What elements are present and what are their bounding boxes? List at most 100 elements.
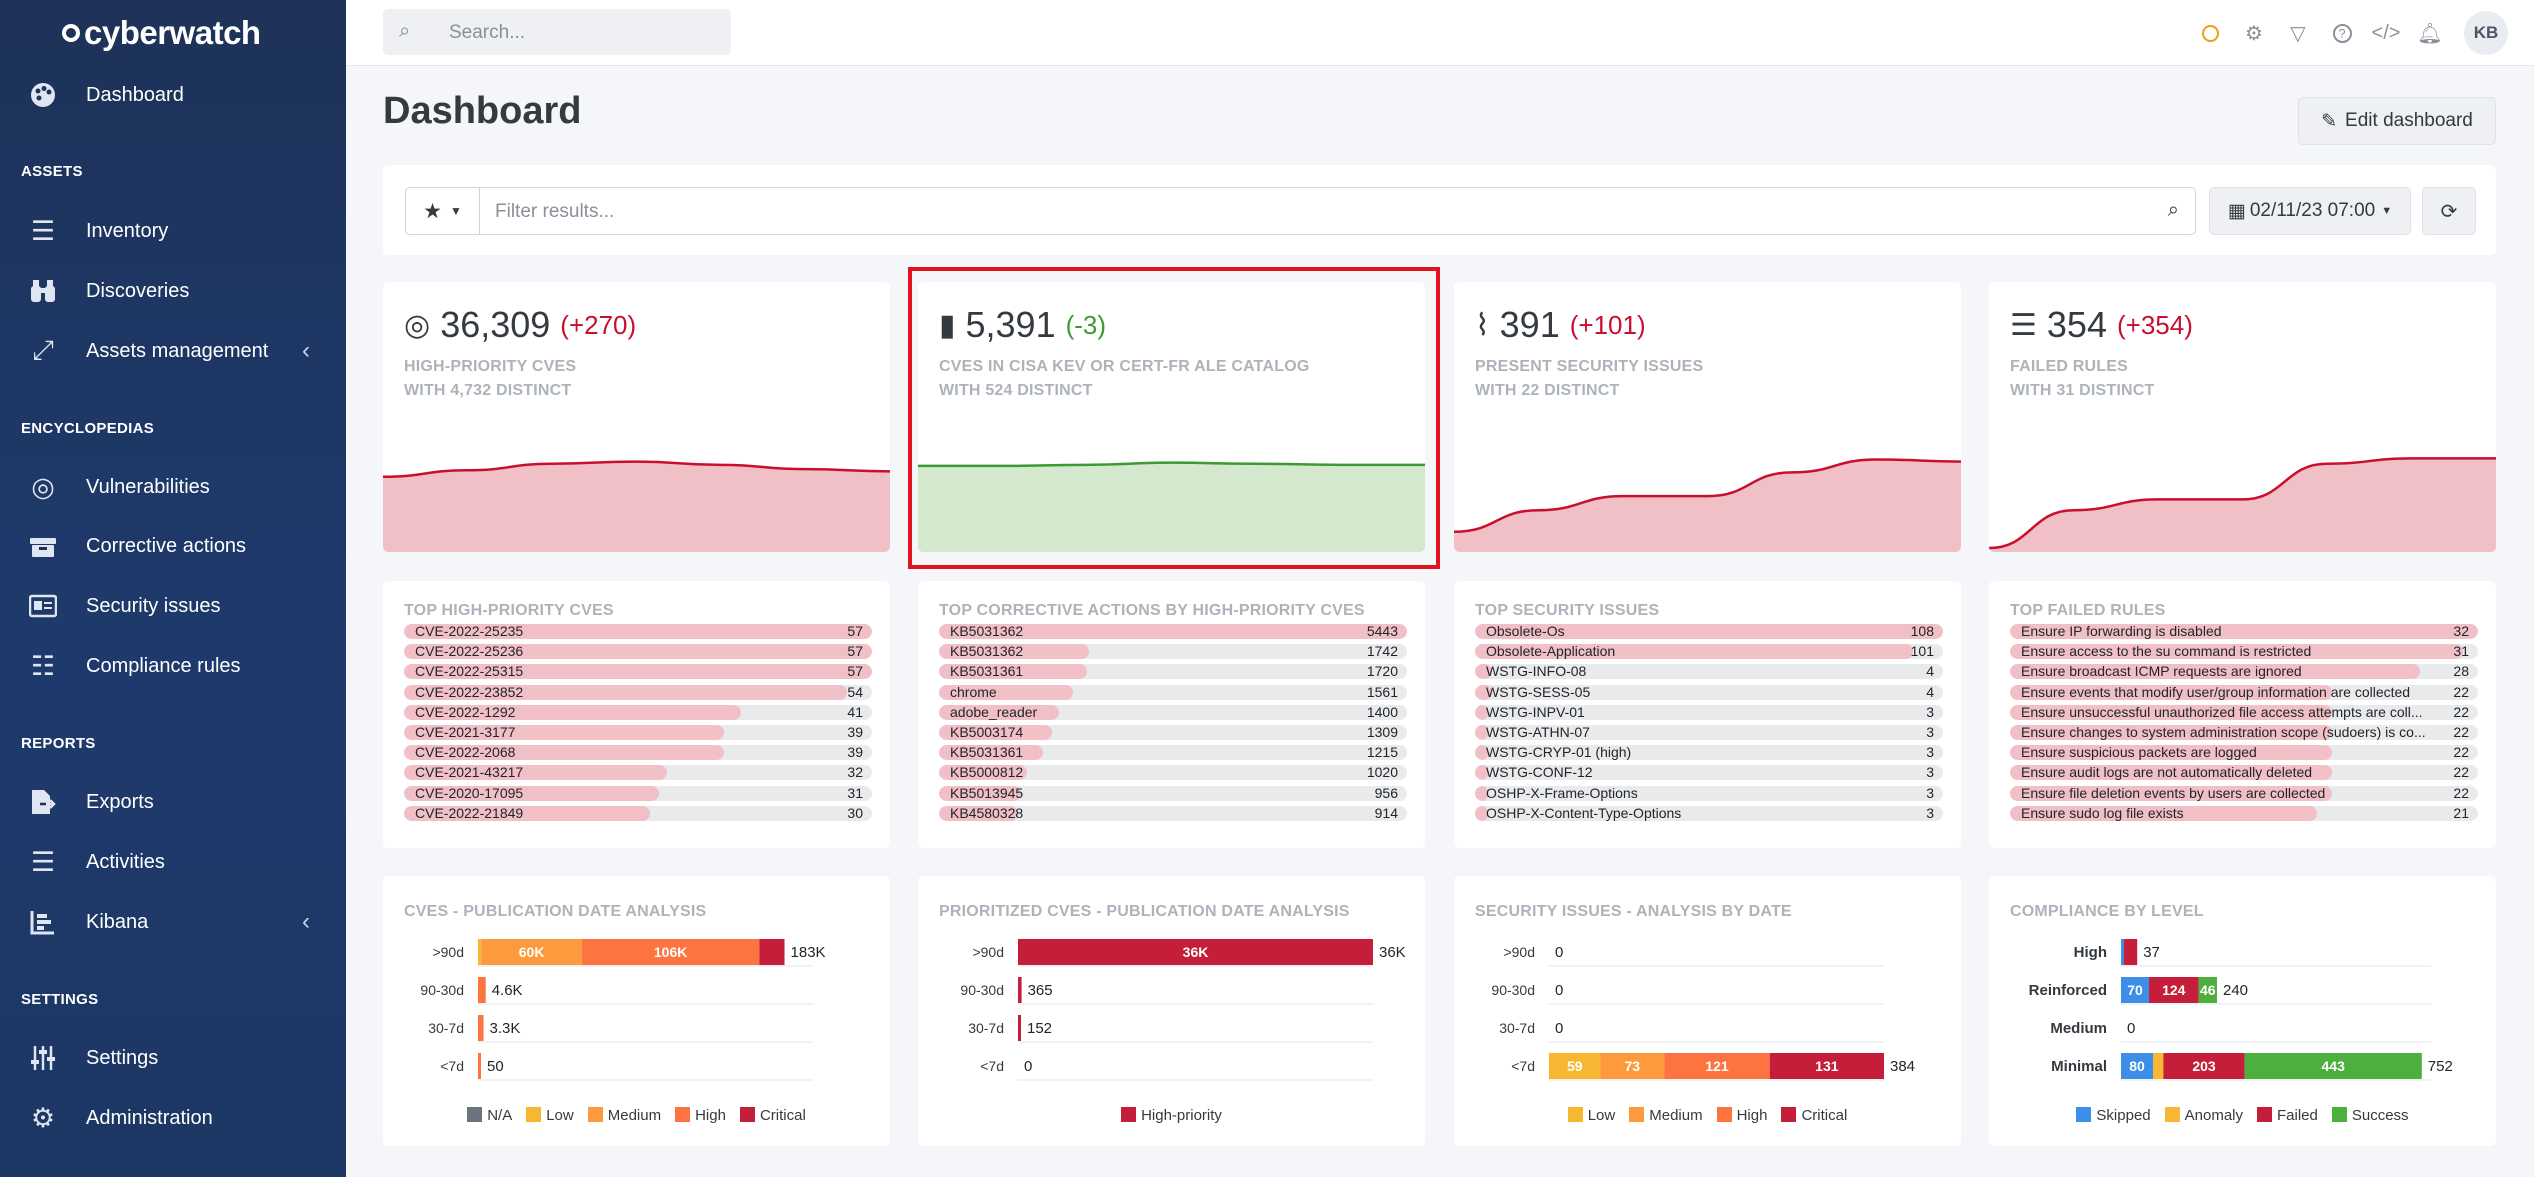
list-item[interactable]: adobe_reader 1400 <box>939 704 1407 720</box>
kpi-subtitle: CVES IN CISA KEV OR CERT-FR ALE CATALOG W… <box>939 355 1309 403</box>
sidebar-item-kibana[interactable]: Kibana ‹ <box>0 894 346 950</box>
saved-filters-button[interactable]: ★ ▼ <box>405 187 480 235</box>
legend-item[interactable]: Skipped <box>2076 1107 2151 1124</box>
list-item[interactable]: OSHP-X-Frame-Options 3 <box>1475 785 1943 801</box>
list-item-bar <box>939 805 1018 821</box>
list-item-name: CVE-2020-17095 <box>415 785 524 801</box>
list-item[interactable]: Ensure unsuccessful unauthorized file ac… <box>2010 704 2478 720</box>
gear-icon[interactable]: ⚙ <box>2245 22 2263 45</box>
legend-item[interactable]: Low <box>526 1107 574 1124</box>
legend-item[interactable]: High-priority <box>1121 1107 1222 1124</box>
kpi-sparkline <box>1454 458 1961 552</box>
list-item[interactable]: WSTG-INFO-08 4 <box>1475 664 1943 680</box>
legend-label: Failed <box>2277 1107 2318 1124</box>
list-item[interactable]: KB5013945 956 <box>939 785 1407 801</box>
legend-swatch <box>1567 1107 1583 1122</box>
legend-item[interactable]: Medium <box>587 1107 661 1124</box>
list-item[interactable]: CVE-2022-25236 57 <box>404 644 872 660</box>
list-item[interactable]: CVE-2022-21849 30 <box>404 805 872 821</box>
legend-item[interactable]: Critical <box>739 1107 806 1124</box>
list-item[interactable]: KB5031362 5443 <box>939 624 1407 639</box>
bell-icon[interactable]: 🔔︎ <box>2417 22 2443 45</box>
legend-item[interactable]: Medium <box>1629 1107 1703 1124</box>
legend-item[interactable]: Failed <box>2257 1107 2318 1124</box>
list-item[interactable]: Obsolete-Os 108 <box>1475 624 1943 639</box>
list-item[interactable]: Ensure audit logs are not automatically … <box>2010 765 2478 781</box>
list-item[interactable]: CVE-2022-1292 41 <box>404 704 872 720</box>
list-item[interactable]: CVE-2021-43217 32 <box>404 765 872 781</box>
list-item[interactable]: Ensure sudo log file exists 21 <box>2010 805 2478 821</box>
list-item[interactable]: KB5000812 1020 <box>939 765 1407 781</box>
status-indicator-icon[interactable] <box>2188 11 2232 55</box>
list-item[interactable]: Ensure file deletion events by users are… <box>2010 785 2478 801</box>
search-input[interactable]: ⌕ Search... <box>383 9 731 55</box>
list-item[interactable]: Obsolete-Application 101 <box>1475 644 1943 660</box>
list-item[interactable]: WSTG-SESS-05 4 <box>1475 684 1943 700</box>
app-logo[interactable]: cyberwatch <box>0 0 346 66</box>
list-item[interactable]: Ensure broadcast ICMP requests are ignor… <box>2010 664 2478 680</box>
sidebar-item-activities[interactable]: ☰ Activities <box>0 834 346 890</box>
list-item[interactable]: WSTG-CONF-12 3 <box>1475 765 1943 781</box>
avatar[interactable]: KB <box>2464 11 2508 55</box>
kpi-card[interactable]: ⌇ 391 (+101) PRESENT SECURITY ISSUES WITH 22… <box>1454 282 1961 552</box>
kpi-subtitle-line2: WITH 31 DISTINCT <box>2010 382 2155 399</box>
list-item[interactable]: CVE-2022-25315 57 <box>404 664 872 680</box>
date-picker-button[interactable]: ▦ 02/11/23 07:00 ▼ <box>2209 187 2411 235</box>
list-item[interactable]: CVE-2022-25235 57 <box>404 624 872 639</box>
legend-item[interactable]: High <box>1716 1107 1767 1124</box>
sidebar-item-exports[interactable]: Exports <box>0 774 346 830</box>
sidebar-item-settings[interactable]: Settings <box>0 1030 346 1086</box>
list-item[interactable]: KB4580328 914 <box>939 805 1407 821</box>
list-item[interactable]: WSTG-INPV-01 3 <box>1475 704 1943 720</box>
list-item[interactable]: Ensure access to the su command is restr… <box>2010 644 2478 660</box>
list-item[interactable]: Ensure events that modify user/group inf… <box>2010 684 2478 700</box>
list-item-bar <box>2010 765 2332 781</box>
sidebar-item-discoveries[interactable]: Discoveries <box>0 263 346 319</box>
sidebar-item-vulnerabilities[interactable]: ◎ Vulnerabilities <box>0 459 346 515</box>
kpi-card[interactable]: ◎ 36,309 (+270) HIGH-PRIORITY CVES WITH 4,73… <box>383 282 890 552</box>
sidebar-item-administration[interactable]: ⚙ Administration <box>0 1090 346 1146</box>
list-item[interactable]: Ensure changes to system administration … <box>2010 725 2478 740</box>
code-icon[interactable]: </> <box>2371 21 2401 44</box>
list-item[interactable]: CVE-2022-2068 39 <box>404 745 872 761</box>
chart-bar-label: 70 <box>2127 982 2143 998</box>
sidebar-item-security-issues[interactable]: Security issues <box>0 578 346 634</box>
list-item[interactable]: KB5003174 1309 <box>939 725 1407 740</box>
list-item[interactable]: KB5031361 1215 <box>939 745 1407 761</box>
list-item-count: 32 <box>847 765 863 781</box>
edit-dashboard-button[interactable]: ✎ Edit dashboard <box>2298 97 2496 145</box>
list-item[interactable]: KB5031362 1742 <box>939 644 1407 660</box>
list-item[interactable]: Ensure IP forwarding is disabled 32 <box>2010 624 2478 639</box>
sidebar-item-assets-management[interactable]: ⤢ Assets management ‹ <box>0 323 346 379</box>
filter-input[interactable]: Filter results... ⌕ <box>480 187 2196 235</box>
help-icon[interactable]: ? <box>2320 11 2364 55</box>
sidebar-item-inventory[interactable]: ☰ Inventory <box>0 203 346 259</box>
kpi-value: 36,309 <box>440 304 551 345</box>
list-item[interactable]: Ensure suspicious packets are logged 22 <box>2010 745 2478 761</box>
list-item[interactable]: OSHP-X-Content-Type-Options 3 <box>1475 805 1943 821</box>
list-item[interactable]: KB5031361 1720 <box>939 664 1407 680</box>
kpi-card[interactable]: ☰ 354 (+354) FAILED RULES WITH 31 DISTINCT <box>1989 282 2496 552</box>
list-item[interactable]: chrome 1561 <box>939 684 1407 700</box>
legend-item[interactable]: N/A <box>467 1107 512 1124</box>
list-item-count: 1720 <box>1366 664 1398 680</box>
list-item[interactable]: CVE-2020-17095 31 <box>404 785 872 801</box>
legend-item[interactable]: High <box>675 1107 726 1124</box>
list-item-bar <box>2010 664 2420 680</box>
sidebar-item-corrective-actions[interactable]: Corrective actions <box>0 518 346 574</box>
legend-item[interactable]: Anomaly <box>2164 1107 2243 1124</box>
list-item[interactable]: CVE-2022-23852 54 <box>404 684 872 700</box>
list-item[interactable]: WSTG-CRYP-01 (high) 3 <box>1475 745 1943 761</box>
kpi-card[interactable]: ▮ 5,391 (-3) CVES IN CISA KEV OR CERT-FR AL… <box>918 282 1425 552</box>
chart-category-label: 30-7d <box>1499 1020 1535 1036</box>
refresh-button[interactable]: ⟳ <box>2422 187 2476 235</box>
list-item[interactable]: WSTG-ATHN-07 3 <box>1475 725 1943 740</box>
legend-item[interactable]: Critical <box>1781 1107 1847 1124</box>
sidebar-item-compliance-rules[interactable]: ☷ Compliance rules <box>0 638 346 694</box>
list-item[interactable]: CVE-2021-3177 39 <box>404 725 872 740</box>
filter-icon[interactable]: ▽ <box>2290 22 2306 45</box>
sidebar-item-dashboard[interactable]: Dashboard <box>0 67 346 123</box>
list-item-bar <box>939 765 1027 781</box>
legend-item[interactable]: Success <box>2331 1107 2409 1124</box>
legend-item[interactable]: Low <box>1567 1107 1615 1124</box>
